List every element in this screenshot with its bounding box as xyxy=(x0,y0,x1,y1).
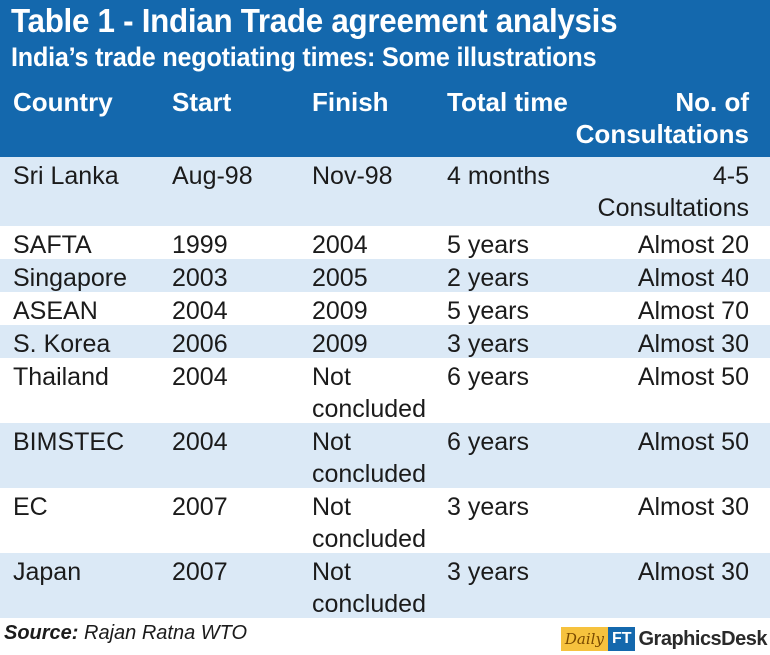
column-header-finish: Finish xyxy=(312,87,389,117)
cell-consultations-line: Consultations xyxy=(597,194,749,222)
cell-consultations: Almost 30 xyxy=(638,328,749,360)
column-header-start: Start xyxy=(172,87,232,117)
cell-total-time: 3 years xyxy=(447,493,529,521)
cell-total-time: 2 years xyxy=(447,264,529,292)
cell-finish-line: Nov-98 xyxy=(312,162,393,190)
brand-desk: GraphicsDesk xyxy=(638,627,767,650)
table-row: Japan 2007 Not concluded 3 years Almost 30 xyxy=(0,553,770,618)
cell-country: SAFTA xyxy=(13,231,92,259)
table-row: S. Korea 2006 2009 3 years Almost 30 xyxy=(0,325,770,358)
cell-consultations: Almost 40 xyxy=(638,262,749,294)
cell-finish-line: concluded xyxy=(312,395,426,423)
column-header-country: Country xyxy=(13,87,113,117)
cell-finish: 2005 xyxy=(312,262,368,294)
cell-finish: 2004 xyxy=(312,229,368,261)
cell-consultations: Almost 70 xyxy=(638,295,749,327)
cell-finish: 2009 xyxy=(312,328,368,360)
cell-consultations: Almost 50 xyxy=(638,426,749,458)
cell-consultations: Almost 50 xyxy=(638,361,749,393)
cell-finish: Not concluded xyxy=(312,491,426,555)
cell-finish-line: Not xyxy=(312,363,351,391)
cell-consultations-line: Almost 40 xyxy=(637,264,749,292)
cell-start: 2004 xyxy=(172,363,228,391)
cell-finish: Not concluded xyxy=(312,361,426,425)
column-header-total-time: Total time xyxy=(447,87,568,117)
table-row: Thailand 2004 Not concluded 6 years Almost 50 xyxy=(0,358,770,423)
cell-total-time: 5 years xyxy=(447,231,529,259)
table-row: EC 2007 Not concluded 3 years Almost 30 xyxy=(0,488,770,553)
source-note: Source: Rajan Ratna WTO xyxy=(4,622,247,645)
brand-logo: Daily FT GraphicsDesk xyxy=(560,626,767,652)
cell-consultations-line: Almost 30 xyxy=(637,558,749,586)
cell-consultations-line: Almost 50 xyxy=(637,363,749,391)
column-header-consultations-line1: No. of xyxy=(675,87,749,117)
source-label: Source: xyxy=(4,622,79,644)
cell-consultations: Almost 30 xyxy=(638,491,749,523)
cell-start: Aug-98 xyxy=(172,162,253,190)
cell-consultations: Almost 30 xyxy=(638,556,749,588)
cell-country: ASEAN xyxy=(13,297,98,325)
cell-consultations-line: Almost 50 xyxy=(637,428,749,456)
table-row: Singapore 2003 2005 2 years Almost 40 xyxy=(0,259,770,292)
cell-consultations-line: Almost 30 xyxy=(637,330,749,358)
cell-total-time: 4 months xyxy=(447,162,550,190)
cell-finish-line: Not xyxy=(312,428,351,456)
cell-start: 2004 xyxy=(172,428,228,456)
cell-finish-line: concluded xyxy=(312,525,426,553)
cell-start: 2007 xyxy=(172,558,228,586)
table-row: BIMSTEC 2004 Not concluded 6 years Almost 50 xyxy=(0,423,770,488)
table-subtitle: India’s trade negotiating times: Some il… xyxy=(11,42,597,72)
cell-consultations-line: Almost 20 xyxy=(637,231,749,259)
cell-finish: Not concluded xyxy=(312,556,426,620)
cell-total-time: 5 years xyxy=(447,297,529,325)
cell-start: 2004 xyxy=(172,297,228,325)
cell-finish-line: 2005 xyxy=(312,264,368,292)
cell-start: 1999 xyxy=(172,231,228,259)
cell-consultations: Almost 20 xyxy=(638,229,749,261)
cell-total-time: 3 years xyxy=(447,330,529,358)
cell-country: BIMSTEC xyxy=(13,428,125,456)
column-header-consultations-line2: Consultations xyxy=(575,119,749,149)
cell-start: 2003 xyxy=(172,264,228,292)
cell-finish: Nov-98 xyxy=(312,160,393,192)
brand-ft: FT xyxy=(607,627,636,651)
column-header-consultations: No. of Consultations xyxy=(576,86,749,150)
cell-country: EC xyxy=(13,493,48,521)
cell-start: 2006 xyxy=(172,330,228,358)
table-title: Table 1 - Indian Trade agreement analysi… xyxy=(11,2,618,39)
cell-country: Sri Lanka xyxy=(13,162,119,190)
source-text: Rajan Ratna WTO xyxy=(84,622,248,644)
cell-finish-line: 2009 xyxy=(312,297,368,325)
cell-start: 2007 xyxy=(172,493,228,521)
cell-country: Singapore xyxy=(13,264,127,292)
cell-consultations-line: 4-5 xyxy=(712,162,749,190)
cell-total-time: 6 years xyxy=(447,428,529,456)
cell-finish: Not concluded xyxy=(312,426,426,490)
cell-finish: 2009 xyxy=(312,295,368,327)
cell-finish-line: 2004 xyxy=(312,231,368,259)
cell-country: Japan xyxy=(13,558,82,586)
cell-total-time: 6 years xyxy=(447,363,529,391)
cell-finish-line: Not xyxy=(312,493,351,521)
cell-total-time: 3 years xyxy=(447,558,529,586)
table-row: SAFTA 1999 2004 5 years Almost 20 xyxy=(0,226,770,259)
cell-finish-line: 2009 xyxy=(312,330,368,358)
cell-country: Thailand xyxy=(13,363,109,391)
cell-consultations: 4-5 Consultations xyxy=(598,160,749,224)
cell-country: S. Korea xyxy=(13,330,111,358)
table-row: ASEAN 2004 2009 5 years Almost 70 xyxy=(0,292,770,325)
table-row: Sri Lanka Aug-98 Nov-98 4 months 4-5 Consulta… xyxy=(0,157,770,226)
table-header: Table 1 - Indian Trade agreement analysi… xyxy=(0,0,770,157)
cell-finish-line: concluded xyxy=(312,590,426,618)
cell-consultations-line: Almost 30 xyxy=(637,493,749,521)
brand-daily: Daily xyxy=(560,627,608,651)
cell-finish-line: Not xyxy=(312,558,351,586)
cell-consultations-line: Almost 70 xyxy=(637,297,749,325)
cell-finish-line: concluded xyxy=(312,460,426,488)
